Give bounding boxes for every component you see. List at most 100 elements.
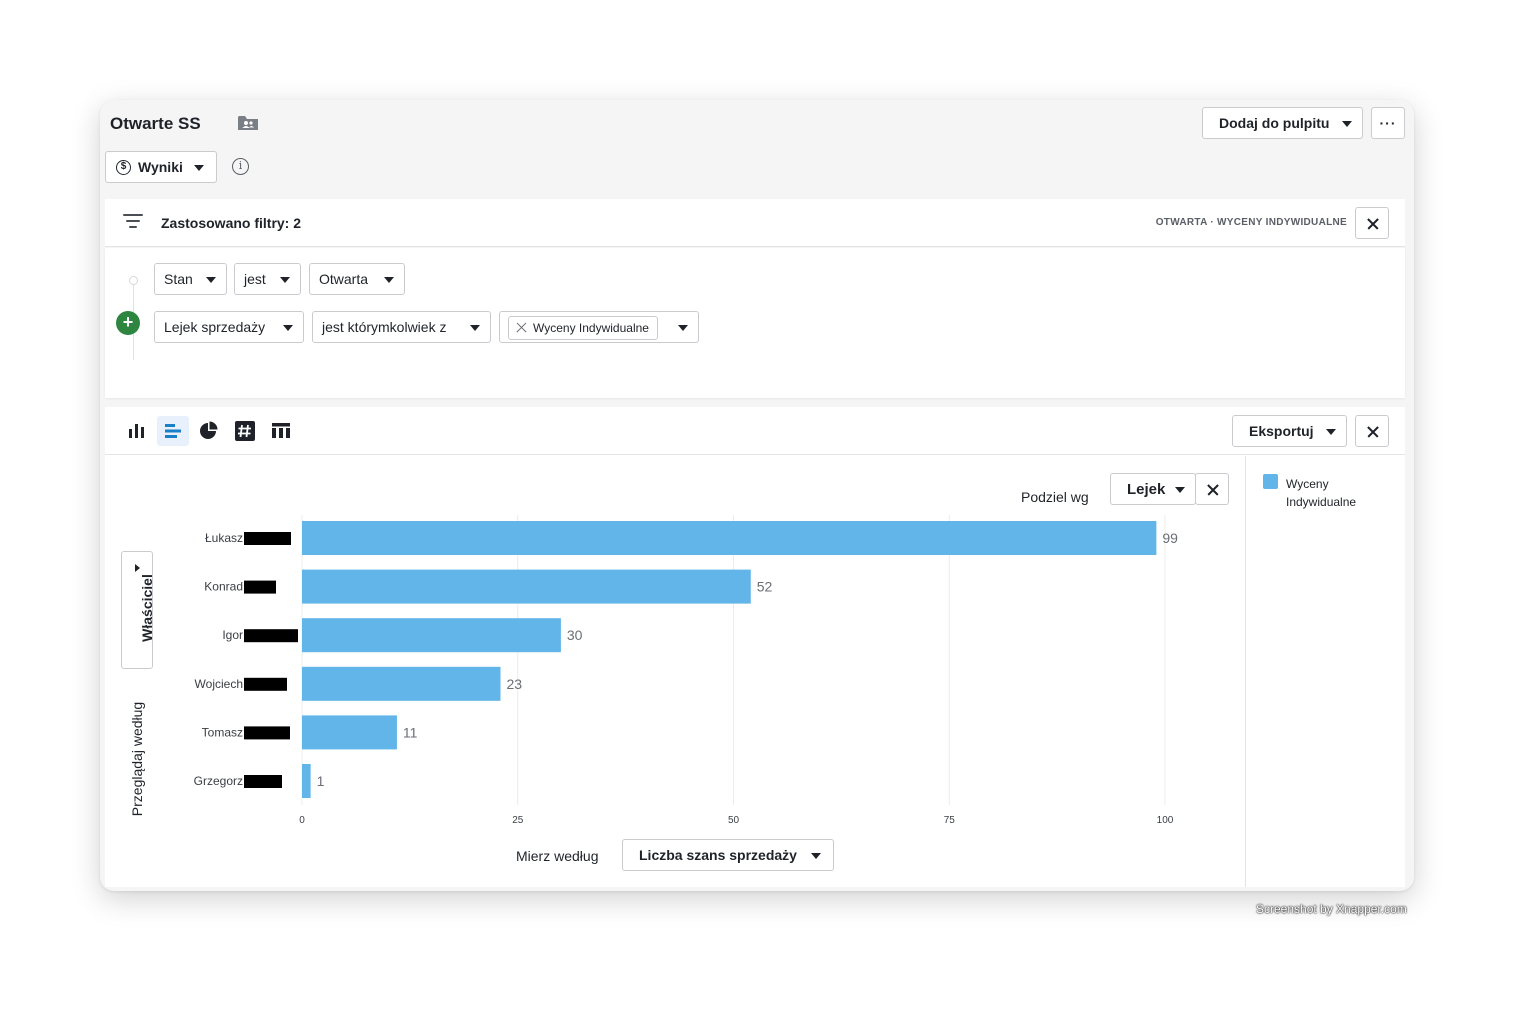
split-by-select[interactable]: Lejek bbox=[1110, 473, 1196, 505]
bar-chart-icon bbox=[129, 424, 144, 438]
filter-value-tag: Wyceny Indywidualne bbox=[508, 316, 658, 340]
data-label: 23 bbox=[506, 676, 522, 692]
split-by-label: Podziel wg bbox=[1021, 489, 1089, 505]
x-tick-label: 75 bbox=[944, 815, 956, 826]
view-table[interactable] bbox=[265, 416, 297, 446]
chevron-down-icon bbox=[1175, 487, 1185, 493]
data-label: 30 bbox=[567, 627, 583, 643]
redacted-surname bbox=[244, 629, 298, 643]
split-by-value: Lejek bbox=[1127, 480, 1166, 498]
horizontal-bar-chart: 0 25 50 75 100 Łukasz 99 Konrad 52 Igor 30 Wojciech… bbox=[194, 515, 1178, 826]
dollar-icon: $ bbox=[116, 160, 131, 175]
browse-by-label: Przeglądaj według bbox=[129, 701, 145, 817]
data-label: 99 bbox=[1162, 530, 1178, 546]
report-panel: Eksportuj Podziel wg Lejek Właściciel Pr… bbox=[105, 407, 1405, 887]
export-button[interactable]: Eksportuj bbox=[1232, 415, 1347, 447]
measure-by-value: Liczba szans sprzedaży bbox=[639, 847, 797, 863]
chevron-down-icon bbox=[194, 165, 204, 171]
redacted-surname bbox=[244, 532, 291, 545]
filter-field-label: Stan bbox=[164, 271, 193, 287]
horizontal-bar-chart-icon bbox=[165, 424, 181, 438]
table-icon bbox=[272, 423, 290, 438]
filter-field-select[interactable]: Stan bbox=[154, 263, 227, 295]
filters-header[interactable]: Zastosowano filtry: 2 OTWARTA · WYCENY I… bbox=[105, 199, 1405, 247]
bar bbox=[302, 715, 397, 750]
clear-split-button[interactable] bbox=[1195, 473, 1229, 505]
filter-field-select[interactable]: Lejek sprzedaży bbox=[154, 311, 304, 343]
chevron-down-icon bbox=[1326, 429, 1336, 435]
view-number[interactable] bbox=[229, 416, 261, 446]
filter-operator-label: jest którymkolwiek z bbox=[322, 319, 447, 335]
legend-swatch bbox=[1263, 474, 1278, 489]
chevron-down-icon bbox=[678, 325, 688, 331]
filters-summary: OTWARTA · WYCENY INDYWIDUALNE bbox=[1155, 217, 1347, 228]
info-icon[interactable]: i bbox=[232, 158, 249, 175]
category-label: Grzegorz bbox=[194, 774, 243, 788]
filters-panel: Stan jest Otwarta Lejek sprzedaży jest k… bbox=[105, 248, 1405, 398]
filter-operator-label: jest bbox=[244, 271, 266, 287]
legend-label: Wyceny Indywidualne bbox=[1286, 477, 1357, 509]
bar bbox=[302, 618, 561, 653]
chevron-down-icon bbox=[811, 853, 821, 859]
x-tick-label: 50 bbox=[728, 815, 740, 826]
add-filter-button[interactable]: + bbox=[116, 311, 140, 335]
more-options-button[interactable]: ··· bbox=[1371, 107, 1405, 139]
category-label: Łukasz bbox=[205, 531, 243, 545]
category-label: Wojciech bbox=[195, 677, 243, 691]
category-label: Igor bbox=[222, 628, 243, 642]
clear-filters-button[interactable] bbox=[1355, 207, 1389, 239]
chevron-down-icon bbox=[206, 277, 216, 283]
add-to-dashboard-button[interactable]: Dodaj do pulpitu bbox=[1202, 107, 1363, 139]
redacted-surname bbox=[244, 775, 282, 788]
category-label: Konrad bbox=[204, 580, 243, 594]
filter-tag-label: Wyceny Indywidualne bbox=[533, 321, 649, 335]
bar bbox=[302, 569, 751, 604]
results-label: Wyniki bbox=[138, 159, 183, 175]
legend: Wyceny Indywidualne bbox=[1245, 456, 1405, 887]
chart-toolbar: Eksportuj bbox=[105, 407, 1405, 455]
shared-folder-icon[interactable] bbox=[237, 113, 259, 133]
filter-value-label: Otwarta bbox=[319, 271, 369, 287]
measure-by-label: Mierz według bbox=[516, 848, 599, 864]
chevron-down-icon bbox=[1342, 121, 1352, 127]
remove-tag-icon[interactable] bbox=[515, 322, 527, 334]
add-to-dashboard-label: Dodaj do pulpitu bbox=[1219, 115, 1330, 131]
data-label: 52 bbox=[757, 579, 773, 595]
view-pie-chart[interactable] bbox=[193, 416, 225, 446]
report-window: Otwarte SS Dodaj do pulpitu ··· $ Wyniki… bbox=[100, 100, 1414, 891]
number-icon bbox=[235, 421, 255, 441]
redacted-surname bbox=[244, 677, 287, 691]
x-tick-label: 25 bbox=[512, 815, 524, 826]
redacted-surname bbox=[244, 726, 290, 740]
group-by-owner-button[interactable]: Właściciel bbox=[121, 551, 155, 669]
data-label: 1 bbox=[317, 773, 325, 789]
group-by-owner-label: Właściciel bbox=[139, 574, 155, 642]
results-dropdown[interactable]: $ Wyniki bbox=[105, 151, 217, 183]
filter-operator-select[interactable]: jest którymkolwiek z bbox=[312, 311, 491, 343]
filters-title: Zastosowano filtry: 2 bbox=[161, 215, 302, 231]
close-report-button[interactable] bbox=[1355, 415, 1389, 447]
measure-by-select[interactable]: Liczba szans sprzedaży bbox=[622, 839, 834, 871]
chevron-down-icon bbox=[283, 325, 293, 331]
pie-chart-icon bbox=[200, 421, 218, 439]
data-label: 11 bbox=[403, 724, 418, 740]
page-title: Otwarte SS bbox=[110, 114, 201, 133]
bar bbox=[302, 666, 501, 701]
bar bbox=[302, 764, 311, 798]
filter-icon bbox=[123, 214, 143, 230]
chevron-down-icon bbox=[280, 277, 290, 283]
view-bar-chart[interactable] bbox=[121, 416, 153, 446]
filter-operator-select[interactable]: jest bbox=[234, 263, 301, 295]
filter-value-multiselect[interactable]: Wyceny Indywidualne bbox=[499, 311, 699, 343]
x-tick-label: 0 bbox=[299, 815, 305, 826]
caret-right-icon bbox=[135, 564, 140, 572]
category-label: Tomasz bbox=[202, 725, 243, 739]
filter-value-select[interactable]: Otwarta bbox=[309, 263, 405, 295]
chevron-down-icon bbox=[384, 277, 394, 283]
view-horizontal-bar-chart[interactable] bbox=[157, 416, 189, 446]
filter-row-dot bbox=[129, 276, 138, 285]
bar bbox=[302, 521, 1157, 555]
watermark: Screenshot by Xnapper.com bbox=[1256, 902, 1407, 916]
export-label: Eksportuj bbox=[1249, 423, 1314, 439]
redacted-surname bbox=[244, 580, 276, 594]
